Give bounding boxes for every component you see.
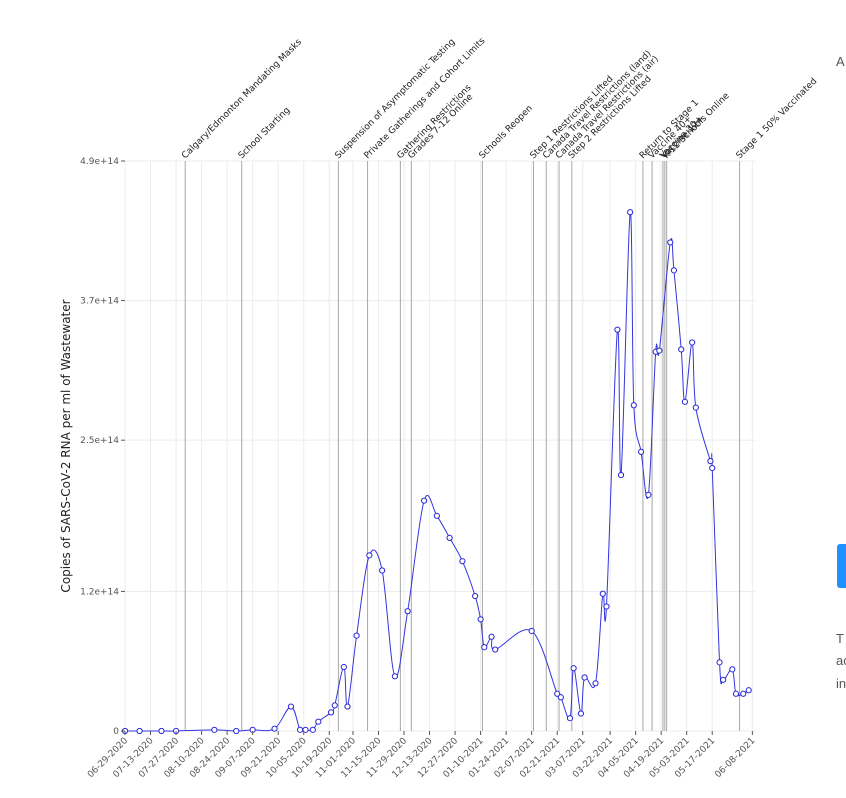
- data-point[interactable]: [570, 665, 577, 672]
- data-point[interactable]: [667, 239, 674, 246]
- data-point[interactable]: [709, 465, 716, 472]
- data-point[interactable]: [287, 703, 295, 710]
- y-axis-title: Copies of SARS-CoV-2 RNA per ml of Waste…: [59, 299, 73, 592]
- data-point[interactable]: [599, 590, 606, 597]
- event-label: Suspension of Asymptomatic Testing: [333, 37, 457, 161]
- data-point[interactable]: [554, 690, 561, 697]
- data-point[interactable]: [716, 659, 723, 666]
- event-label: Stage 1 50% Vaccinated: [735, 76, 820, 161]
- data-point[interactable]: [331, 702, 338, 709]
- data-point[interactable]: [327, 709, 335, 716]
- data-point[interactable]: [309, 726, 316, 733]
- data-point[interactable]: [630, 402, 637, 409]
- data-point[interactable]: [353, 632, 360, 639]
- data-point[interactable]: [446, 534, 453, 541]
- data-point[interactable]: [707, 458, 714, 465]
- data-point[interactable]: [689, 339, 696, 346]
- data-point[interactable]: [603, 603, 610, 610]
- data-point[interactable]: [732, 690, 740, 697]
- event-label: Schools Reopen: [477, 104, 534, 161]
- data-point[interactable]: [492, 646, 499, 653]
- data-point[interactable]: [315, 718, 322, 725]
- side-panel-button[interactable]: [837, 544, 846, 588]
- data-point[interactable]: [366, 552, 373, 559]
- event-label: Calgary/Edmonton Mandating Masks: [180, 37, 304, 161]
- data-point[interactable]: [740, 690, 747, 697]
- data-point[interactable]: [638, 448, 645, 455]
- data-point[interactable]: [404, 608, 411, 615]
- data-point[interactable]: [233, 727, 240, 735]
- data-point[interactable]: [720, 676, 727, 683]
- data-point[interactable]: [477, 616, 484, 623]
- data-point[interactable]: [627, 209, 634, 216]
- data-point[interactable]: [459, 558, 466, 565]
- side-panel-text-line-1: T: [836, 631, 844, 646]
- side-panel-text-line-3: in: [836, 676, 846, 691]
- data-point[interactable]: [656, 347, 663, 354]
- y-tick-label: 1.2e+14: [80, 587, 119, 597]
- y-tick-label: 3.7e+14: [80, 297, 119, 307]
- x-axis: 06-29-202007-13-202007-27-202008-10-2020…: [86, 731, 757, 780]
- data-point[interactable]: [617, 471, 625, 479]
- data-point[interactable]: [211, 726, 218, 733]
- data-point[interactable]: [472, 592, 479, 600]
- data-point[interactable]: [391, 673, 399, 680]
- data-point[interactable]: [681, 398, 688, 405]
- data-point[interactable]: [302, 726, 309, 733]
- event-label: Canada Travel Restrictions (air): [554, 54, 661, 161]
- series-layer: [121, 209, 752, 735]
- data-point[interactable]: [481, 644, 488, 651]
- data-point[interactable]: [729, 666, 736, 673]
- x-tick-label: 06-08-2021: [713, 736, 757, 780]
- y-tick-label: 2.5e+14: [80, 436, 119, 446]
- data-point[interactable]: [136, 727, 143, 735]
- data-point[interactable]: [296, 726, 304, 733]
- side-panel: A T ac in: [836, 54, 846, 691]
- event-label: School Starting: [237, 106, 293, 162]
- data-point[interactable]: [645, 491, 652, 498]
- data-point[interactable]: [678, 346, 685, 353]
- side-panel-top-text: A: [836, 54, 845, 69]
- data-point[interactable]: [158, 727, 165, 735]
- series-line: [124, 211, 749, 733]
- side-panel-text-line-2: ac: [836, 653, 846, 668]
- data-point[interactable]: [745, 687, 752, 694]
- gridlines: [124, 160, 756, 732]
- data-point[interactable]: [592, 680, 599, 687]
- y-axis: 0 1.2e+14 2.5e+14 3.7e+14 4.9e+14: [80, 157, 125, 737]
- data-point[interactable]: [528, 627, 535, 635]
- y-tick-label: 4.9e+14: [80, 157, 119, 167]
- event-label: Canada Travel Restrictions (land): [541, 49, 653, 161]
- data-point[interactable]: [614, 326, 621, 333]
- data-point[interactable]: [577, 710, 585, 717]
- data-point[interactable]: [344, 703, 351, 710]
- data-point[interactable]: [340, 663, 347, 671]
- data-point[interactable]: [692, 404, 699, 411]
- data-point[interactable]: [271, 725, 278, 732]
- data-point[interactable]: [433, 512, 440, 519]
- data-point[interactable]: [581, 674, 588, 681]
- data-point[interactable]: [670, 267, 678, 274]
- data-point[interactable]: [557, 694, 564, 701]
- data-point[interactable]: [420, 497, 428, 504]
- data-point[interactable]: [379, 567, 386, 574]
- data-point[interactable]: [488, 633, 495, 640]
- data-point[interactable]: [566, 715, 574, 722]
- y-tick-label: 0: [113, 727, 119, 737]
